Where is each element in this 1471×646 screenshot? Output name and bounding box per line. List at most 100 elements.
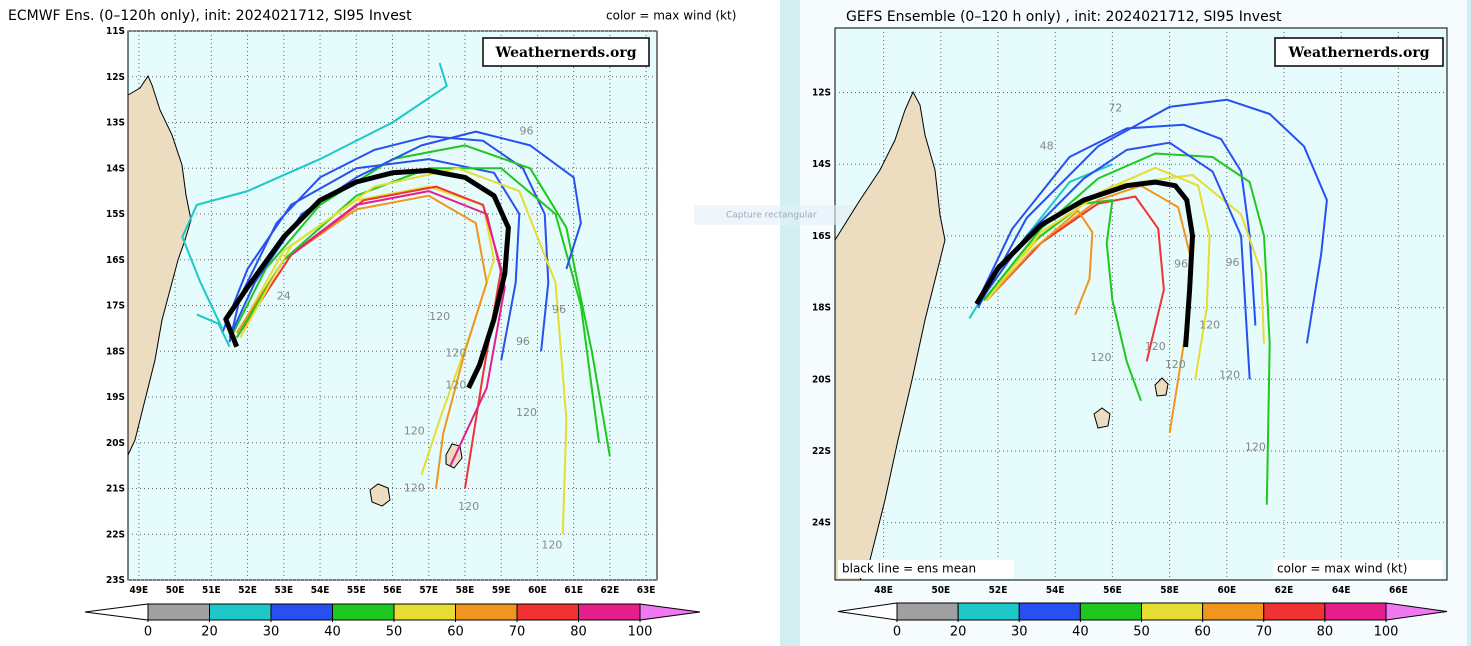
colorbar-label: 30	[1011, 625, 1028, 640]
colorbar-end	[1385, 602, 1448, 621]
watermark: Weathernerds.org	[1288, 45, 1430, 61]
right-plot-area	[834, 27, 1448, 581]
lat-tick-label: 21S	[106, 484, 125, 495]
colorbar-label: 20	[201, 625, 218, 640]
mean-track	[974, 179, 1195, 348]
lon-tick-label: 60E	[528, 585, 547, 596]
lon-tick-label: 53E	[274, 585, 293, 596]
ensemble-track	[977, 141, 1251, 380]
colorbar-segment	[957, 602, 1020, 621]
colorbar-segment	[1263, 602, 1326, 621]
note-box	[1273, 560, 1443, 578]
reunion	[369, 483, 391, 507]
track-label: 96	[1226, 256, 1240, 269]
track-label: 120	[404, 424, 425, 437]
track-label: 24	[277, 289, 291, 302]
lat-tick-label: 16S	[812, 231, 831, 242]
track-label: 120	[1165, 358, 1186, 371]
track-label: 120	[458, 500, 479, 513]
track-label: 96	[1174, 258, 1188, 271]
track-label: 120	[1145, 340, 1166, 353]
mauritius	[1154, 377, 1169, 397]
lon-tick-label: 63E	[637, 585, 656, 596]
lon-tick-label: 48E	[874, 585, 893, 596]
lon-tick-label: 66E	[1389, 585, 1408, 596]
colorbar-segment	[270, 603, 333, 621]
watermark-box	[482, 37, 650, 67]
lon-tick-label: 56E	[1103, 585, 1122, 596]
colorbar-segment	[1018, 602, 1081, 621]
track-label: 120	[1245, 440, 1266, 453]
lon-tick-label: 54E	[311, 585, 330, 596]
mean-track	[223, 168, 511, 389]
lat-tick-label: 14S	[106, 163, 125, 174]
lat-tick-label: 20S	[812, 374, 831, 385]
lon-tick-label: 62E	[1275, 585, 1294, 596]
lon-tick-label: 55E	[347, 585, 366, 596]
lon-tick-label: 50E	[166, 585, 185, 596]
track-label: 120	[1219, 369, 1240, 382]
lat-tick-label: 15S	[106, 209, 125, 220]
ensemble-track	[235, 167, 600, 443]
ensemble-track	[985, 174, 1265, 344]
lat-tick-label: 18S	[812, 303, 831, 314]
track-label: 96	[516, 335, 530, 348]
colorbar-segment	[1079, 602, 1142, 621]
colorbar-segment	[1202, 602, 1265, 621]
lon-tick-label: 56E	[383, 585, 402, 596]
lat-tick-label: 22S	[812, 446, 831, 457]
track-label: 120	[541, 539, 562, 552]
lat-tick-label: 14S	[812, 159, 831, 170]
lon-tick-label: 64E	[1332, 585, 1351, 596]
color-note: color = max wind (kt)	[606, 9, 736, 23]
color-note: color = max wind (kt)	[1277, 562, 1407, 576]
colorbar-label: 60	[447, 625, 464, 640]
right-land	[834, 90, 1169, 581]
watermark: Weathernerds.org	[495, 45, 637, 61]
lon-tick-label: 60E	[1217, 585, 1236, 596]
lat-tick-label: 12S	[106, 72, 125, 83]
colorbar-segment	[147, 603, 210, 621]
colorbar-label: 80	[570, 625, 587, 640]
capture-hint: Capture rectangular	[726, 211, 817, 221]
lon-tick-label: 49E	[130, 585, 149, 596]
colorbar-label: 0	[893, 625, 901, 640]
ensemble-track	[977, 98, 1328, 344]
ensemble-track	[232, 144, 611, 457]
lat-tick-label: 12S	[812, 88, 831, 99]
colorbar-segment	[209, 603, 272, 621]
lat-tick-label: 19S	[106, 392, 125, 403]
lat-tick-label: 17S	[106, 301, 125, 312]
lat-tick-label: 23S	[106, 575, 125, 586]
madagascar	[127, 74, 192, 456]
watermark-box	[1274, 37, 1444, 67]
colorbar-segment	[896, 602, 959, 621]
ensemble-track	[228, 135, 550, 352]
mean-note: black line = ens mean	[842, 562, 976, 576]
ensemble-track	[239, 167, 568, 535]
lon-tick-label: 52E	[238, 585, 257, 596]
colorbar-segment	[332, 603, 395, 621]
track-label: 120	[516, 406, 537, 419]
map-title: GEFS Ensemble (0–120 h only) , init: 202…	[846, 9, 1282, 25]
lon-tick-label: 58E	[456, 585, 475, 596]
lon-tick-label: 61E	[564, 585, 583, 596]
colorbar-label: 70	[1255, 625, 1272, 640]
map-title: ECMWF Ens. (0–120h only), init: 20240217…	[8, 8, 412, 24]
lat-tick-label: 22S	[106, 529, 125, 540]
lat-tick-label: 16S	[106, 255, 125, 266]
lon-tick-label: 59E	[492, 585, 511, 596]
colorbar-label: 40	[1072, 625, 1089, 640]
colorbar-segment	[578, 603, 641, 621]
ensemble-track	[985, 209, 1094, 316]
lat-tick-label: 11S	[106, 26, 125, 37]
colorbar-label: 30	[263, 625, 280, 640]
track-label: 120	[404, 482, 425, 495]
lat-tick-label: 18S	[106, 346, 125, 357]
madagascar	[834, 90, 946, 581]
track-label: 120	[1090, 351, 1111, 364]
ensemble-track	[196, 313, 231, 348]
colorbar-segment	[1141, 602, 1204, 621]
track-label: 120	[429, 310, 450, 323]
